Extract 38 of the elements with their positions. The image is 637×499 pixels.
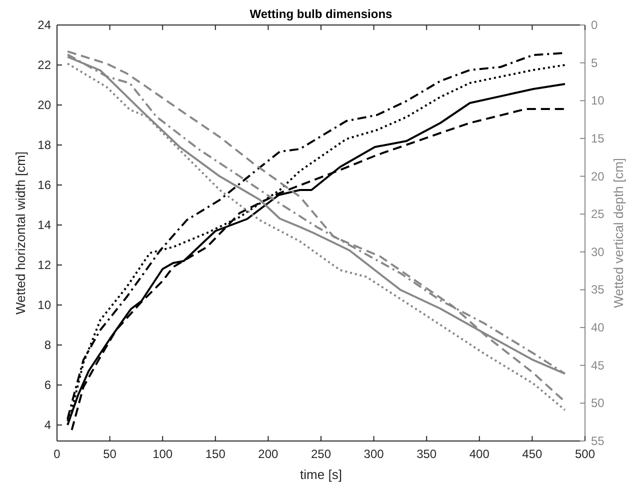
- y2-tick-label: 55: [591, 434, 605, 448]
- x-tick-label: 450: [522, 447, 543, 461]
- y-tick-label: 14: [38, 218, 52, 232]
- chart-title: Wetting bulb dimensions: [250, 7, 393, 21]
- y-tick-label: 16: [38, 178, 52, 192]
- y2-tick-label: 50: [591, 396, 605, 410]
- y-tick-label: 6: [44, 378, 52, 392]
- y-tick-label: 18: [38, 138, 52, 152]
- x-axis-title: time [s]: [300, 467, 342, 482]
- y2-tick-label: 15: [591, 131, 605, 146]
- y-tick-label: 10: [38, 298, 52, 312]
- x-tick-label: 350: [416, 447, 437, 461]
- y2-tick-label: 5: [591, 56, 598, 70]
- y2-tick-label: 25: [591, 207, 605, 222]
- x-tick-label: 400: [469, 447, 490, 461]
- y2-tick-label: 45: [591, 358, 605, 372]
- x-tick-label: 0: [54, 447, 61, 461]
- x-tick-label: 500: [574, 447, 596, 461]
- y2-tick-label: 30: [591, 244, 605, 259]
- y2-tick-label: 40: [591, 320, 605, 335]
- y-tick-label: 24: [38, 18, 52, 32]
- y-tick-label: 8: [44, 338, 52, 352]
- y-tick-label: 4: [44, 418, 52, 432]
- x-tick-label: 200: [258, 447, 279, 461]
- y2-tick-label: 20: [591, 169, 605, 184]
- y-tick-label: 12: [38, 258, 52, 272]
- y-axis-title: Wetted horizontal width [cm]: [13, 151, 28, 315]
- x-tick-label: 300: [364, 447, 384, 461]
- y2-tick-label: 10: [591, 94, 605, 108]
- y2-tick-label: 0: [591, 18, 598, 32]
- x-tick-label: 50: [103, 447, 117, 461]
- x-tick-label: 100: [152, 447, 173, 461]
- y2-axis-title: Wetted vertical depth [cm]: [611, 158, 626, 308]
- x-tick-label: 250: [310, 447, 332, 461]
- y-tick-label: 20: [38, 98, 52, 112]
- y-tick-label: 22: [38, 58, 52, 72]
- x-tick-label: 150: [205, 447, 226, 461]
- y2-tick-label: 35: [591, 282, 605, 297]
